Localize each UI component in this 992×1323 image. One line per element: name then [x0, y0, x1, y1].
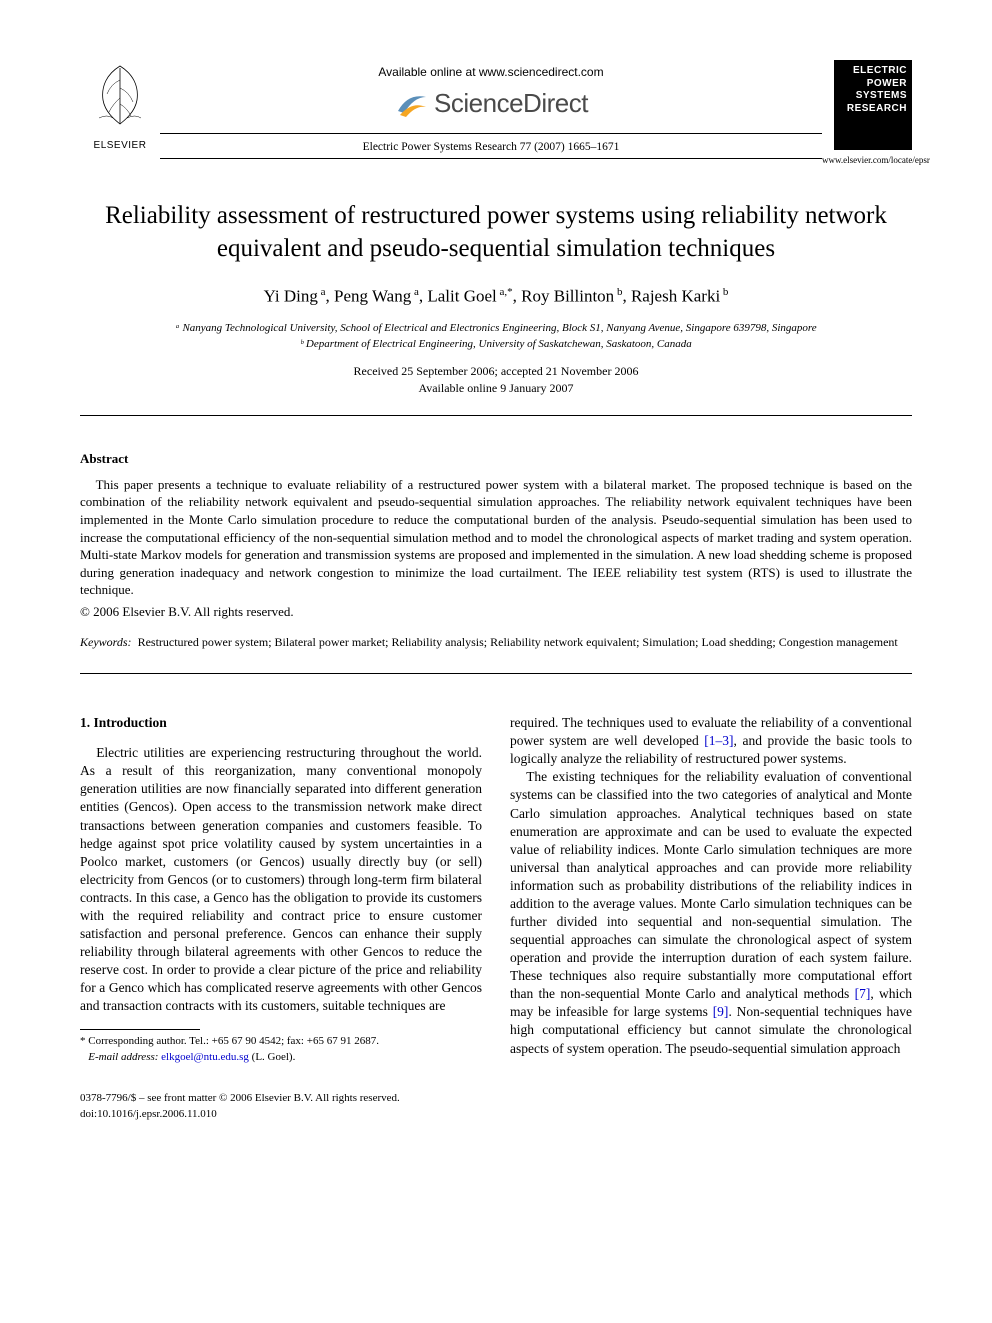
- author: Roy Billinton: [521, 287, 614, 306]
- header-center: Available online at www.sciencedirect.co…: [160, 60, 822, 161]
- email-label: E-mail address:: [88, 1051, 158, 1063]
- received-accepted: Received 25 September 2006; accepted 21 …: [80, 363, 912, 380]
- keywords-label: Keywords:: [80, 635, 132, 649]
- keywords-block: Keywords: Restructured power system; Bil…: [80, 634, 912, 651]
- section-heading-intro: 1. Introduction: [80, 714, 482, 732]
- header-rule-top: [160, 133, 822, 134]
- sciencedirect-logo: ScienceDirect: [394, 86, 588, 121]
- email-attribution: (L. Goel).: [252, 1051, 296, 1063]
- journal-cover-box: ELECTRIC POWER SYSTEMS RESEARCH: [834, 60, 912, 150]
- header-rule-bottom: [160, 158, 822, 159]
- abstract-text: This paper presents a technique to evalu…: [80, 476, 912, 599]
- article-title: Reliability assessment of restructured p…: [80, 200, 912, 265]
- author: Lalit Goel: [427, 287, 496, 306]
- journal-cover-title: ELECTRIC POWER SYSTEMS RESEARCH: [839, 65, 907, 115]
- affiliation-b: ᵇ Department of Electrical Engineering, …: [80, 337, 912, 353]
- abstract-copyright: © 2006 Elsevier B.V. All rights reserved…: [80, 603, 912, 621]
- footer-issn-line: 0378-7796/$ – see front matter © 2006 El…: [80, 1091, 912, 1106]
- author: Yi Ding: [264, 287, 318, 306]
- footnote-separator: [80, 1029, 200, 1030]
- abstract-heading: Abstract: [80, 450, 912, 468]
- citation-link[interactable]: [9]: [713, 1004, 729, 1019]
- corresponding-email-link[interactable]: elkgoel@ntu.edu.sg: [161, 1051, 249, 1063]
- available-online-text: Available online at www.sciencedirect.co…: [160, 64, 822, 80]
- rule-above-abstract: [80, 415, 912, 416]
- affil-mark: b: [614, 286, 622, 298]
- sciencedirect-wordmark: ScienceDirect: [434, 86, 588, 121]
- article-dates: Received 25 September 2006; accepted 21 …: [80, 363, 912, 398]
- sciencedirect-swoosh-icon: [394, 87, 428, 121]
- keywords-text: Restructured power system; Bilateral pow…: [138, 635, 898, 649]
- author: Rajesh Karki: [631, 287, 720, 306]
- available-online: Available online 9 January 2007: [80, 380, 912, 397]
- journal-reference: Electric Power Systems Research 77 (2007…: [160, 140, 822, 156]
- page-footer: 0378-7796/$ – see front matter © 2006 El…: [80, 1091, 912, 1122]
- affiliation-a: ᵃ Nanyang Technological University, Scho…: [80, 321, 912, 337]
- intro-para-3a: The existing techniques for the reliabil…: [510, 769, 912, 1001]
- elsevier-tree-icon: [87, 60, 153, 130]
- journal-locate-url: www.elsevier.com/locate/epsr: [822, 154, 912, 166]
- intro-para-1: Electric utilities are experiencing rest…: [80, 744, 482, 1015]
- author-list: Yi Ding a, Peng Wang a, Lalit Goel a,*, …: [80, 285, 912, 309]
- elsevier-logo: ELSEVIER: [80, 60, 160, 152]
- article-body: 1. Introduction Electric utilities are e…: [80, 714, 912, 1065]
- intro-para-3: The existing techniques for the reliabil…: [510, 768, 912, 1057]
- corresponding-footnote: * Corresponding author. Tel.: +65 67 90 …: [80, 1034, 482, 1065]
- elsevier-label: ELSEVIER: [80, 139, 160, 153]
- affil-mark: a: [318, 286, 326, 298]
- footer-doi: doi:10.1016/j.epsr.2006.11.010: [80, 1107, 912, 1122]
- affiliations: ᵃ Nanyang Technological University, Scho…: [80, 321, 912, 353]
- abstract-section: Abstract This paper presents a technique…: [80, 450, 912, 620]
- affil-mark: a: [411, 286, 419, 298]
- journal-cover: ELECTRIC POWER SYSTEMS RESEARCH www.else…: [822, 60, 912, 166]
- rule-below-keywords: [80, 673, 912, 674]
- affil-mark: b: [720, 286, 728, 298]
- corresponding-text: * Corresponding author. Tel.: +65 67 90 …: [80, 1035, 379, 1047]
- page-header: ELSEVIER Available online at www.science…: [80, 60, 912, 166]
- intro-para-2: required. The techniques used to evaluat…: [510, 714, 912, 768]
- author: Peng Wang: [334, 287, 411, 306]
- corresponding-mark: *: [507, 286, 513, 298]
- citation-link[interactable]: [7]: [855, 986, 871, 1001]
- affil-mark: a,: [497, 286, 507, 298]
- citation-link[interactable]: [1–3]: [704, 733, 733, 748]
